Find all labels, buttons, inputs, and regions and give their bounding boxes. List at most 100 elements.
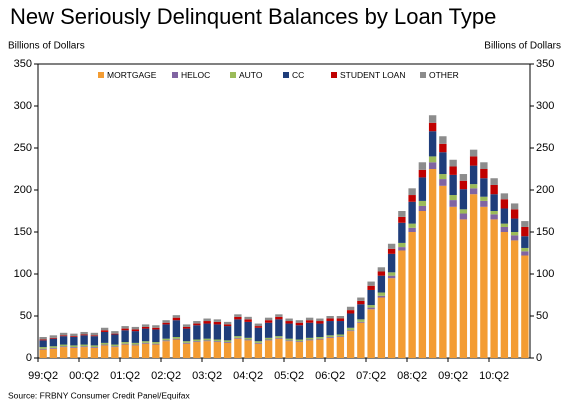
bar-segment <box>326 337 334 338</box>
bar-segment <box>377 292 386 296</box>
bar-segment <box>377 267 386 272</box>
bar-segment <box>223 342 232 343</box>
bar-segment <box>90 335 99 337</box>
bar-segment <box>203 318 211 322</box>
legend-text: MORTGAGE <box>107 70 157 80</box>
bar-segment <box>346 327 355 331</box>
y-tick-label: 300 <box>14 100 32 112</box>
bar-segment <box>408 232 416 358</box>
bar-segment <box>428 162 437 169</box>
bar-segment <box>172 315 181 318</box>
bar-segment <box>418 200 427 206</box>
bar-segment <box>152 329 160 343</box>
bar-segment <box>398 211 406 217</box>
bar-segment <box>295 325 304 340</box>
bar-segment <box>49 335 58 338</box>
bar-segment <box>326 318 334 322</box>
x-tick-label: 02:Q2 <box>151 370 181 382</box>
bar-segment <box>449 200 457 207</box>
bar-segment <box>275 336 283 338</box>
bar-segment <box>521 226 529 237</box>
bar-segment <box>203 323 211 339</box>
bar-segment <box>193 341 201 343</box>
bar-segment <box>213 339 222 342</box>
bar-segment <box>285 323 293 339</box>
bar-segment <box>152 342 160 344</box>
bar-segment <box>449 166 457 175</box>
bar-segment <box>80 331 88 335</box>
bar-segment <box>100 344 109 346</box>
bar-segment <box>326 337 334 358</box>
bar-segment <box>316 318 324 322</box>
bar-segment <box>264 322 273 338</box>
y-tick-label: 100 <box>14 268 32 280</box>
y-tick-label: 50 <box>20 310 32 322</box>
y-tick-label: 0 <box>26 352 32 364</box>
bar-segment <box>285 321 293 324</box>
bar-segment <box>439 179 447 186</box>
x-tick-label: 05:Q2 <box>274 370 304 382</box>
bar-segment <box>100 327 109 331</box>
bar-segment <box>469 165 478 185</box>
bar-segment <box>428 156 437 163</box>
bar-segment <box>449 206 457 358</box>
bar-segment <box>387 253 396 273</box>
bar-segment <box>39 339 47 341</box>
bar-segment <box>254 323 263 327</box>
y2-tick-label: 100 <box>536 268 554 280</box>
bar-segment <box>449 159 457 167</box>
bar-segment <box>100 342 109 345</box>
bar-segment <box>377 297 386 358</box>
bar-segment <box>449 174 457 196</box>
bar-segment <box>90 336 99 346</box>
bar-segment <box>141 342 150 344</box>
bar-segment <box>316 321 324 324</box>
bar-segment <box>418 177 427 201</box>
bar-segment <box>223 326 232 341</box>
bar-segment <box>162 341 170 358</box>
bar-segment <box>141 328 150 342</box>
bar-segment <box>336 337 345 358</box>
bar-segment <box>80 346 88 348</box>
bar-segment <box>172 337 181 339</box>
y2-tick-label: 50 <box>536 310 548 322</box>
bar-segment <box>152 343 160 345</box>
bar-segment <box>131 342 140 345</box>
bar-segment <box>264 317 273 321</box>
bar-segment <box>80 344 88 347</box>
y2-tick-label: 350 <box>536 58 554 70</box>
bar-segment <box>172 338 181 340</box>
legend-text: OTHER <box>429 70 459 80</box>
bar-segment <box>377 275 386 293</box>
bar-segment <box>152 344 160 358</box>
bar-segment <box>469 194 478 358</box>
bar-segment <box>141 343 150 358</box>
bar-segment <box>223 324 232 327</box>
bar-segment <box>254 342 263 344</box>
bar-segment <box>398 216 406 223</box>
bar-segment <box>387 272 396 276</box>
bar-segment <box>439 174 447 180</box>
bar-segment <box>121 342 129 344</box>
bar-segment <box>490 214 498 220</box>
bar-segment <box>234 338 242 358</box>
legend-swatch <box>331 72 337 78</box>
bar-segment <box>316 323 324 337</box>
bar-segment <box>305 340 314 358</box>
bar-segment <box>459 213 468 220</box>
bar-segment <box>234 316 242 320</box>
bar-segment <box>500 193 509 200</box>
bar-segment <box>100 345 109 358</box>
bar-segment <box>367 307 375 310</box>
bar-segment <box>111 344 119 347</box>
bar-segment <box>59 347 68 358</box>
bar-segment <box>254 327 263 342</box>
bar-segment <box>244 337 252 340</box>
bar-segment <box>428 115 437 123</box>
bar-segment <box>357 297 365 301</box>
bar-segment <box>521 251 529 256</box>
bar-segment <box>203 338 211 341</box>
bar-segment <box>193 325 201 340</box>
bar-segment <box>418 211 427 358</box>
